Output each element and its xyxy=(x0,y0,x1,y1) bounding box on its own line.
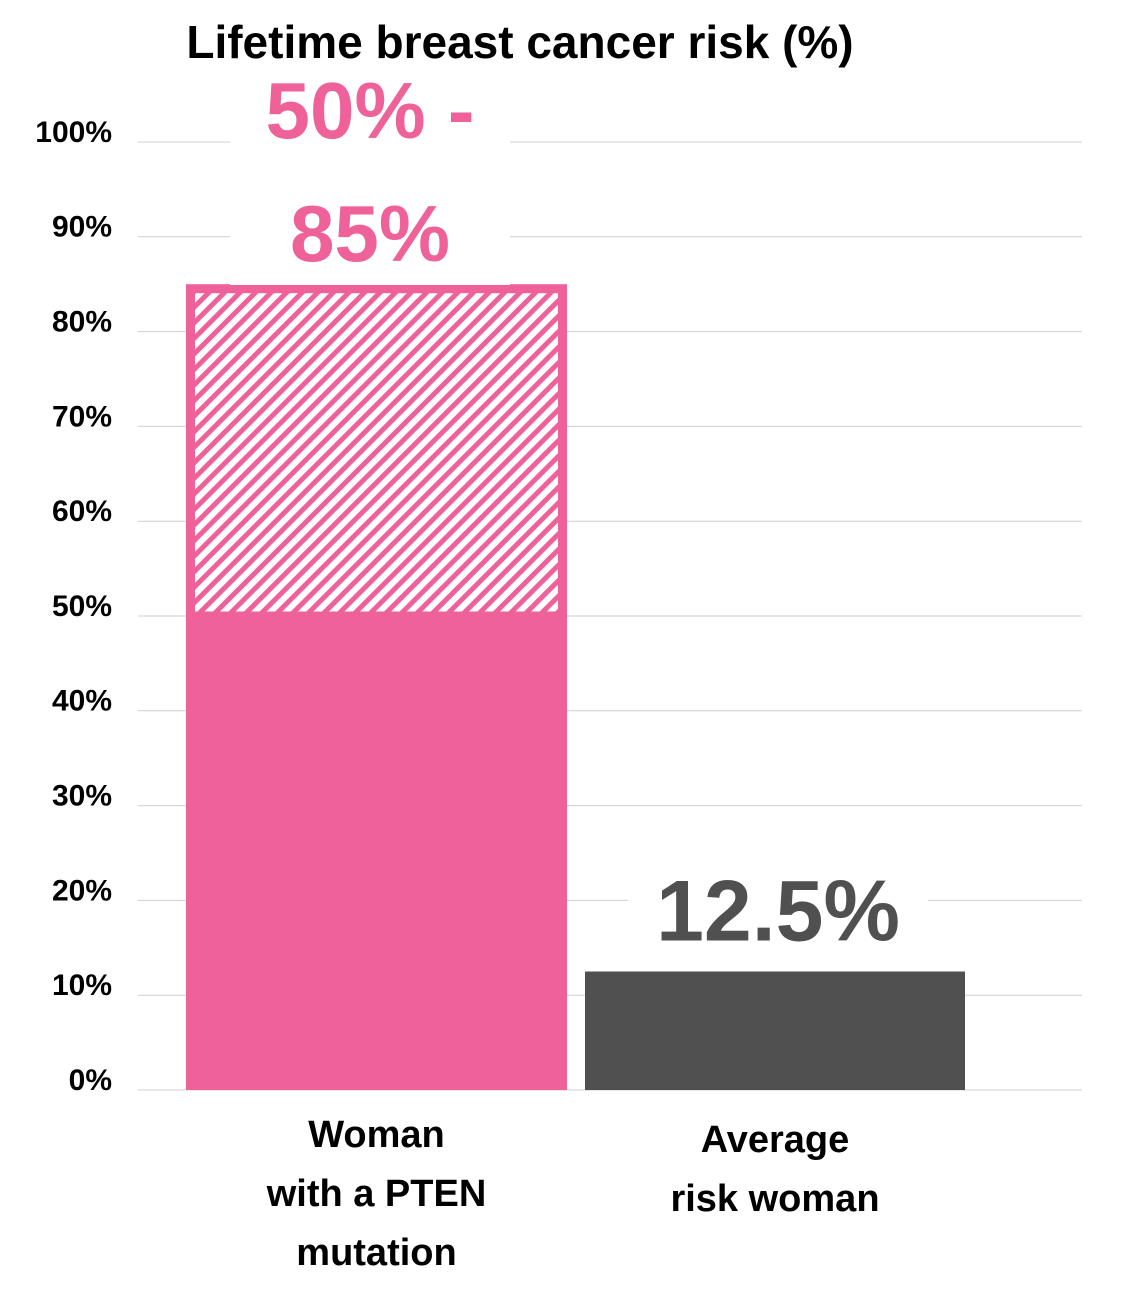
value-label: 50% - xyxy=(266,66,475,155)
x-tick-label: Woman xyxy=(308,1114,445,1156)
bar-segment xyxy=(585,971,965,1090)
y-tick-label: 70% xyxy=(52,400,112,433)
bar-segment xyxy=(186,284,567,621)
y-tick-label: 100% xyxy=(35,116,112,149)
label-background xyxy=(230,72,510,162)
y-tick-label: 50% xyxy=(52,590,112,623)
chart-title: Lifetime breast cancer risk (%) xyxy=(186,16,853,68)
y-tick-label: 20% xyxy=(52,874,112,907)
y-tick-label: 0% xyxy=(69,1064,112,1097)
value-label: 85% xyxy=(290,189,450,278)
y-tick-label: 80% xyxy=(52,306,112,339)
label-background xyxy=(628,873,928,963)
y-tick-label: 60% xyxy=(52,495,112,528)
y-tick-label: 90% xyxy=(52,211,112,244)
label-background xyxy=(230,195,510,285)
bar-segment xyxy=(186,616,567,1090)
x-tick-label: risk woman xyxy=(670,1178,879,1220)
value-label: 12.5% xyxy=(656,864,900,960)
y-tick-label: 10% xyxy=(52,969,112,1002)
y-tick-label: 40% xyxy=(52,685,112,718)
x-tick-label: mutation xyxy=(296,1232,456,1274)
y-tick-label: 30% xyxy=(52,780,112,813)
x-tick-label: Average xyxy=(701,1119,850,1161)
x-tick-label: with a PTEN xyxy=(266,1173,487,1215)
